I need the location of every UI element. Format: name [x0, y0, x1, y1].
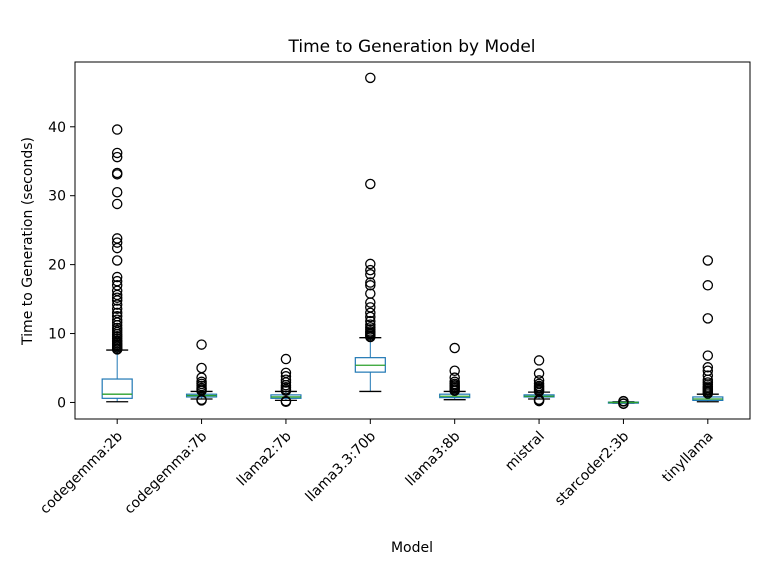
outlier-point — [702, 377, 714, 388]
outlier-point — [702, 255, 714, 266]
outlier-point — [365, 319, 376, 330]
outlier-point — [111, 237, 123, 248]
box-group — [607, 395, 640, 410]
chart-title: Time to Generation by Model — [287, 37, 535, 57]
outlier-point — [196, 339, 207, 350]
outlier-point — [280, 395, 292, 407]
plot-frame — [74, 61, 751, 420]
outlier-point — [111, 303, 123, 314]
outlier-point — [111, 198, 123, 210]
outlier-point — [111, 167, 123, 179]
outlier-point — [702, 362, 714, 373]
outlier-point — [365, 322, 376, 333]
box-group — [185, 339, 218, 406]
outlier-point — [365, 288, 376, 299]
outlier-point — [618, 395, 629, 407]
outlier-point — [365, 269, 376, 280]
outlier-point — [365, 315, 376, 327]
box-group — [354, 72, 386, 393]
x-tick-label: tinyllama — [659, 429, 716, 486]
outlier-point — [280, 367, 292, 379]
outlier-point — [533, 368, 545, 379]
plot-area — [101, 72, 724, 410]
outlier-point — [111, 147, 123, 159]
outlier-point — [365, 178, 376, 190]
outlier-point — [702, 370, 714, 381]
outlier-point — [365, 72, 376, 84]
x-tick-label: codegemma:7b — [122, 428, 211, 517]
outlier-point — [196, 362, 207, 374]
y-tick-label: 30 — [48, 189, 66, 205]
y-tick-label: 0 — [57, 395, 66, 411]
outlier-point — [111, 187, 123, 198]
outlier-point — [449, 376, 460, 388]
outlier-point — [533, 375, 545, 386]
box-group — [270, 353, 302, 408]
outlier-point — [365, 277, 376, 288]
y-tick-label: 40 — [48, 120, 66, 136]
outlier-point — [449, 365, 460, 377]
outlier-point — [533, 378, 545, 390]
outlier-point — [702, 350, 714, 361]
y-tick-label: 20 — [48, 258, 66, 274]
x-tick-label: codegemma:2b — [37, 428, 126, 517]
outlier-point — [365, 264, 376, 276]
outlier-point — [702, 365, 714, 377]
box-group — [101, 124, 133, 403]
outlier-point — [111, 311, 123, 322]
outlier-point — [111, 233, 123, 244]
x-axis-label: Model — [391, 540, 433, 556]
outlier-point — [111, 255, 123, 266]
outlier-point — [111, 314, 123, 326]
y-axis-label: Time to Generation (seconds) — [20, 137, 36, 346]
x-tick-label: starcoder2:3b — [552, 428, 633, 509]
x-tick-label: mistral — [502, 429, 548, 475]
outlier-point — [449, 342, 460, 354]
outlier-point — [702, 280, 714, 291]
outlier-point — [111, 280, 123, 291]
outlier-point — [365, 258, 376, 270]
outlier-point — [111, 271, 123, 283]
x-tick-label: llama2:7b — [234, 428, 295, 489]
y-tick-label: 10 — [48, 327, 66, 343]
x-tick-label: llama3.3:70b — [303, 428, 380, 505]
box-group — [523, 355, 555, 407]
box-iqr — [101, 378, 133, 399]
box-group — [692, 255, 724, 403]
outlier-point — [196, 376, 207, 388]
outlier-point — [111, 292, 123, 303]
outlier-point — [449, 372, 460, 383]
outlier-point — [365, 302, 376, 313]
outlier-point — [111, 275, 123, 287]
outlier-point — [702, 313, 714, 324]
outlier-point — [280, 353, 292, 365]
outlier-point — [111, 322, 123, 334]
outlier-point — [111, 124, 123, 135]
x-tick-label: llama3:8b — [403, 428, 464, 489]
outlier-point — [111, 307, 123, 319]
box-group — [439, 342, 471, 401]
outlier-point — [111, 151, 123, 163]
outlier-point — [365, 280, 376, 291]
outlier-point — [533, 355, 545, 366]
outlier-point — [280, 371, 292, 382]
outlier-point — [280, 374, 292, 385]
outlier-point — [365, 307, 376, 319]
